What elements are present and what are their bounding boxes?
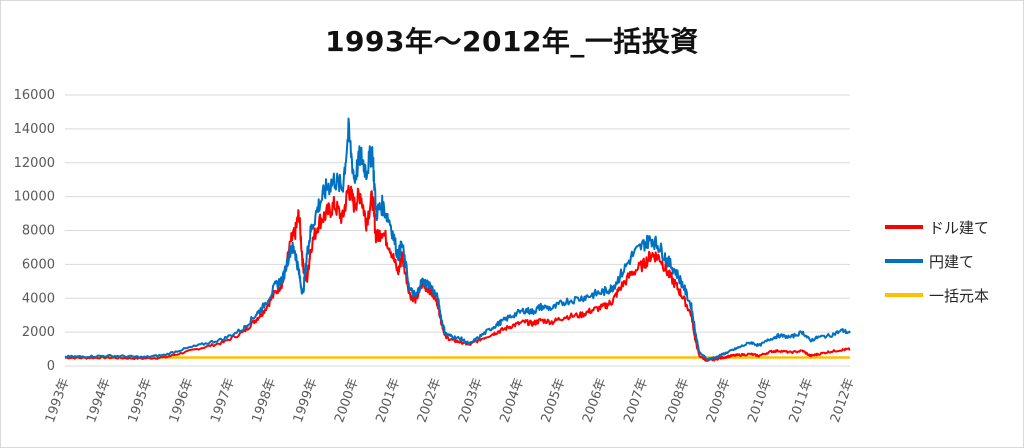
y-tick-label: 8000 — [22, 224, 55, 239]
x-tick-label: 2009年 — [704, 376, 734, 424]
series-line-1 — [64, 117, 851, 362]
x-tick-label: 2000年 — [332, 376, 362, 424]
legend-label-dollar: ドル建て — [929, 218, 990, 237]
x-tick-label: 2003年 — [456, 376, 486, 424]
series-line-0 — [64, 184, 851, 362]
x-tick-label: 2012年 — [828, 376, 858, 424]
legend-swatch-yen — [885, 259, 923, 263]
legend-label-principal: 一括元本 — [929, 286, 990, 305]
legend: ドル建て 円建て 一括元本 — [885, 210, 1020, 312]
x-tick-label: 2008年 — [663, 376, 693, 424]
x-tick-label: 2005年 — [539, 376, 569, 424]
x-tick-label: 2010年 — [745, 376, 775, 424]
x-axis: 1993年 1994年 1995年 1996年 1997年 1998年 1999年 2000年… — [43, 376, 858, 424]
x-tick-label: 1993年 — [43, 376, 73, 424]
legend-label-yen: 円建て — [929, 252, 975, 271]
y-tick-label: 4000 — [22, 291, 55, 306]
x-tick-label: 1996年 — [167, 376, 197, 424]
series-lines — [64, 117, 851, 362]
x-tick-label: 2007年 — [621, 376, 651, 424]
y-tick-label: 10000 — [14, 190, 55, 205]
x-tick-label: 2001年 — [373, 376, 403, 424]
x-tick-label: 2004年 — [497, 376, 527, 424]
gridlines — [65, 94, 850, 367]
x-tick-label: 2011年 — [787, 376, 817, 424]
x-tick-label: 1994年 — [84, 376, 114, 424]
x-tick-label: 1995年 — [126, 376, 156, 424]
x-tick-label: 1998年 — [249, 376, 279, 424]
x-tick-label: 1999年 — [291, 376, 321, 424]
x-tick-label: 2006年 — [580, 376, 610, 424]
y-tick-label: 0 — [47, 359, 55, 374]
legend-swatch-principal — [885, 293, 923, 297]
y-tick-label: 6000 — [22, 257, 55, 272]
y-tick-label: 14000 — [14, 122, 55, 137]
legend-item-yen: 円建て — [885, 244, 1020, 278]
chart-title: 1993年～2012年_一括投資 — [325, 25, 699, 58]
legend-item-dollar: ドル建て — [885, 210, 1020, 244]
x-tick-label: 1997年 — [208, 376, 238, 424]
x-tick-label: 2002年 — [415, 376, 445, 424]
y-tick-label: 12000 — [14, 156, 55, 171]
legend-swatch-dollar — [885, 225, 923, 229]
y-axis: 0 2000 4000 6000 8000 10000 12000 14000 16000 — [14, 88, 55, 374]
legend-item-principal: 一括元本 — [885, 278, 1020, 312]
y-tick-label: 16000 — [14, 88, 55, 103]
y-tick-label: 2000 — [22, 325, 55, 340]
